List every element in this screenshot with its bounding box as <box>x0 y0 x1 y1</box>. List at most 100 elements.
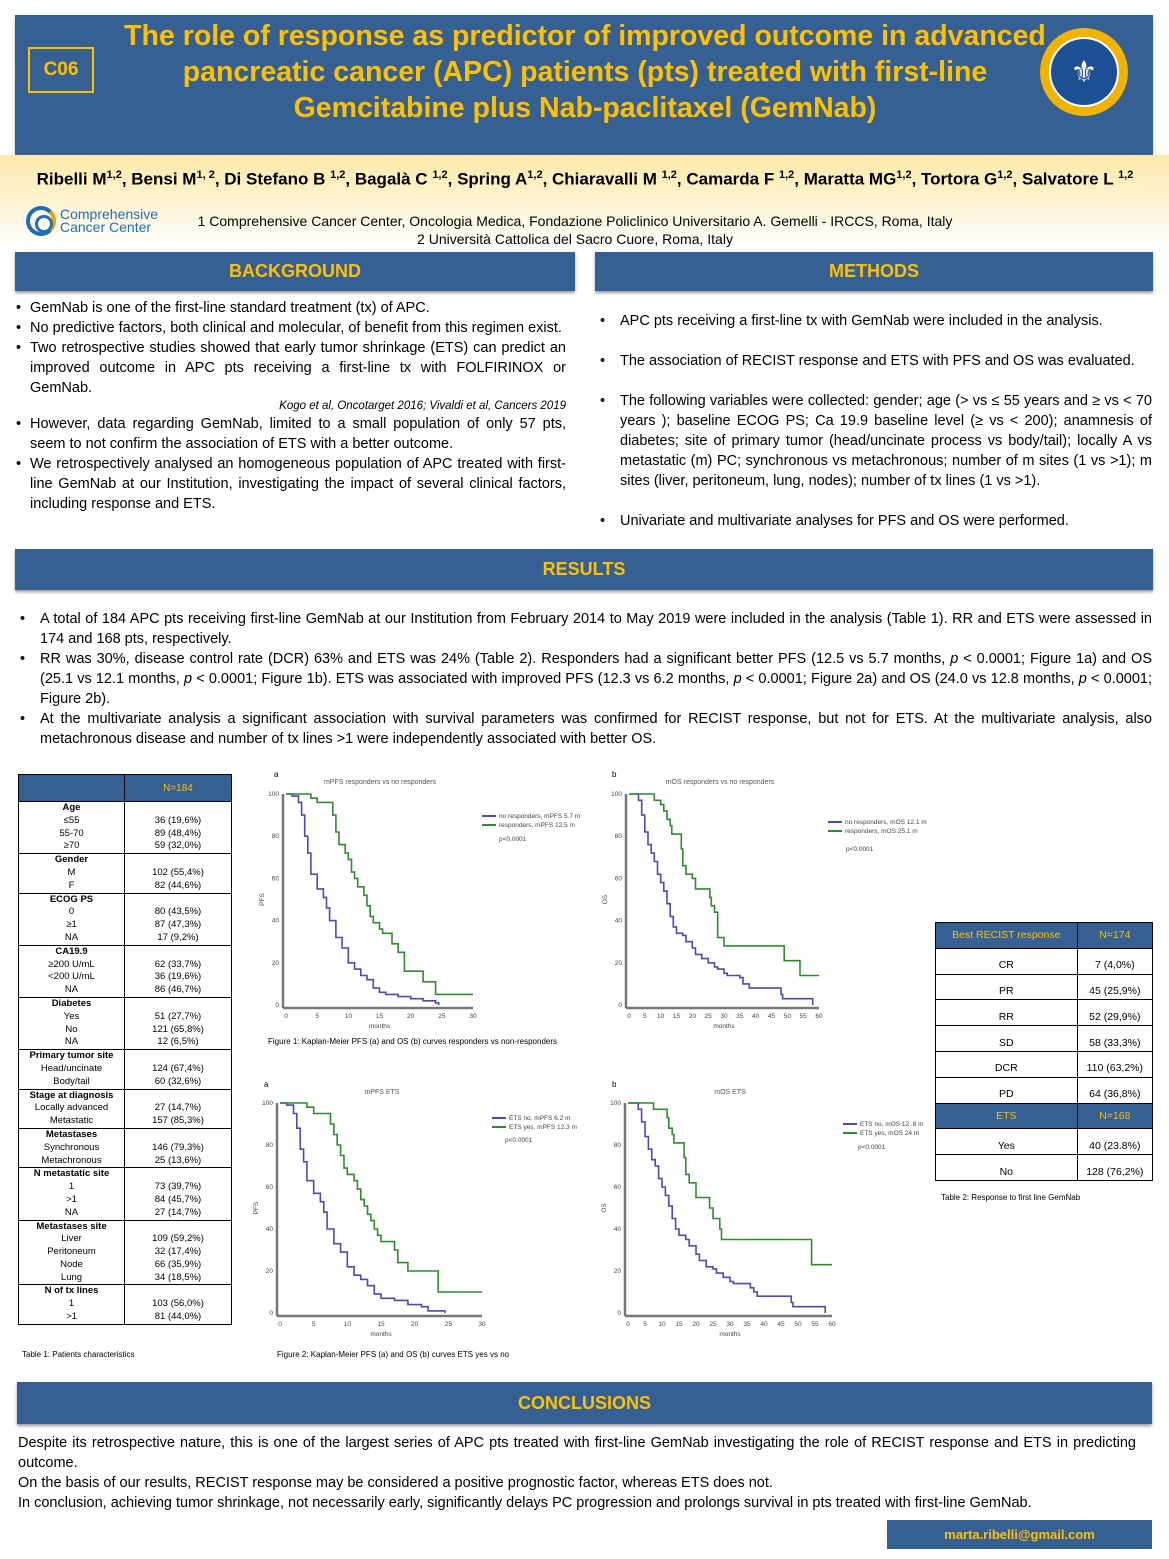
table-row: <200 U/mL 36 (19,6%) <box>18 971 232 985</box>
group-value <box>124 1088 232 1103</box>
x-tick-label: 35 <box>743 1321 751 1328</box>
panel-label: b <box>612 770 617 779</box>
table-row: ≥1 87 (47,3%) <box>18 919 232 932</box>
table-header-row: Best RECIST response N=174 <box>935 922 1154 949</box>
methods-list: APC pts receiving a first-line tx with G… <box>600 311 1152 551</box>
table-row: M 102 (55,4%) <box>18 866 232 880</box>
conclusion-line: Despite its retrospective nature, this i… <box>18 1435 1136 1471</box>
row-value: 157 (85,3%) <box>124 1115 232 1129</box>
chart-legend: no responders, mPFS 5.7 m responders, mPF… <box>482 812 580 830</box>
results-text-segment: p <box>733 671 742 687</box>
contact-email-link[interactable]: marta.ribelli@gmail.com <box>887 1520 1152 1549</box>
y-tick-label: 40 <box>266 1226 274 1233</box>
author-affiliation-index: 1, 2 <box>196 169 215 181</box>
table-row: PR 45 (25,9%) <box>935 973 1154 1001</box>
x-tick-label: 60 <box>815 1013 823 1020</box>
results-text-segment: < 0.0001; Figure 2b). <box>40 671 1153 707</box>
row-label: Lung <box>18 1271 125 1285</box>
row-label: No <box>18 1023 125 1037</box>
row-label: Liver <box>18 1233 125 1247</box>
x-tick-label: 10 <box>345 1013 353 1020</box>
y-tick-label: 100 <box>611 791 622 798</box>
table-row: 1 73 (39,7%) <box>18 1181 232 1194</box>
p-value-label: p<0.0001 <box>505 1137 533 1144</box>
results-bullet: A total of 184 APC pts receiving first-l… <box>20 609 1152 649</box>
row-label: 0 <box>18 906 125 920</box>
x-axis-label: months <box>719 1331 741 1338</box>
figure-1-caption: Figure 1: Kaplan-Meier PFS (a) and OS (b… <box>268 1037 558 1046</box>
row-label: Head/uncinate <box>18 1062 125 1076</box>
group-value <box>124 1127 232 1142</box>
y-axis-label: PFS <box>253 1201 260 1214</box>
group-value <box>124 1167 232 1182</box>
author-name: Chiaravalli M <box>552 169 662 189</box>
table-header-row: N=184 <box>18 774 232 802</box>
row-label: ≤55 <box>18 814 125 828</box>
background-bullet: However, data regarding GemNab, limited … <box>16 414 566 454</box>
x-tick-label: 0 <box>284 1013 288 1020</box>
row-value: 121 (65,8%) <box>124 1023 232 1037</box>
y-tick-label: 80 <box>272 833 280 840</box>
author-affiliation-index: 1,2 <box>1118 169 1134 181</box>
row-value: 17 (9,2%) <box>124 931 232 946</box>
row-value: 36 (19,6%) <box>124 814 232 828</box>
y-tick-label: 0 <box>618 1002 622 1009</box>
row-label: >1 <box>18 1193 125 1207</box>
x-tick-label: 10 <box>658 1321 666 1328</box>
legend-label: ETS no, mOS 12 .8 m <box>860 1121 924 1128</box>
y-tick-label: 20 <box>272 960 280 967</box>
results-text-segment: < 0.0001; Figure 2a) and OS (24.0 vs 12.… <box>741 671 1079 687</box>
legend-entry: ETS no, mOS 12 .8 m <box>843 1120 924 1129</box>
group-value <box>124 1219 232 1234</box>
x-tick-label: 20 <box>411 1321 419 1328</box>
author-affiliation-index: 1,2 <box>778 169 795 181</box>
x-tick-label: 40 <box>752 1013 760 1020</box>
y-tick-label: 20 <box>266 1268 274 1275</box>
y-tick-label: 0 <box>269 1310 273 1317</box>
x-tick-label: 5 <box>315 1013 319 1020</box>
row-label: F <box>18 879 125 894</box>
responders-survival-curve <box>628 1102 832 1266</box>
logo-line-1: Comprehensive <box>60 206 159 222</box>
legend-label: ETS yes, mPFS 12.3 m <box>509 1124 577 1131</box>
p-value-label: p<0.0001 <box>499 836 527 843</box>
row-value: 84 (45,7%) <box>124 1193 232 1207</box>
results-text-segment: p <box>1078 671 1087 687</box>
table-row: No 128 (76,2%) <box>935 1154 1154 1181</box>
y-tick-label: 80 <box>266 1142 274 1149</box>
group-value <box>124 1049 232 1063</box>
table-row: Lung 34 (18,5%) <box>18 1271 232 1285</box>
row-value: 32 (17,4%) <box>124 1246 232 1259</box>
author-affiliation-index: 1,2 <box>896 169 912 181</box>
x-tick-label: 45 <box>777 1321 785 1328</box>
legend-entry: no responders, mPFS 5.7 m <box>482 812 580 821</box>
x-tick-label: 35 <box>736 1013 744 1020</box>
row-value: 66 (35,9%) <box>124 1258 232 1272</box>
x-tick-label: 30 <box>478 1321 486 1328</box>
table-row: Peritoneum 32 (17,4%) <box>18 1246 232 1259</box>
x-tick-label: 25 <box>705 1013 713 1020</box>
legend-entry: no responders, mOS 12.1 m <box>828 818 927 827</box>
author-affiliation-index: 1,2 <box>527 169 543 181</box>
x-tick-label: 30 <box>726 1321 734 1328</box>
legend-swatch <box>843 1123 857 1126</box>
legend-entry: responders, mPFS 12.5 m <box>482 821 580 830</box>
figure-1b-os-responders: 0 20 40 60 80 100 0 5 10 15 20 25 30 35 40 45 50 55 60 mont… <box>600 770 930 1040</box>
x-tick-label: 50 <box>794 1321 802 1328</box>
author-affiliation-index: 1,2 <box>432 169 448 181</box>
row-value: 58 (33,3%) <box>1076 1025 1154 1052</box>
figure-1a-pfs-responders: 0 20 40 60 80 100 0 5 10 15 20 25 30 months PFS a mPFS r… <box>259 770 592 1040</box>
y-tick-label: 100 <box>262 1100 273 1107</box>
row-value: 7 (4,0%) <box>1076 947 1154 975</box>
methods-bullet: APC pts receiving a first-line tx with G… <box>600 311 1152 331</box>
table-row: Yes 51 (27,7%) <box>18 1010 232 1024</box>
x-axis-label: months <box>369 1023 391 1030</box>
group-value <box>124 996 232 1011</box>
table-row: Liver 109 (59,2%) <box>18 1233 232 1247</box>
group-label: Metastases <box>18 1127 125 1142</box>
y-tick-label: 40 <box>272 918 280 925</box>
table-row: No 121 (65,8%) <box>18 1023 232 1037</box>
results-heading: RESULTS <box>15 549 1153 590</box>
row-value: 51 (27,7%) <box>124 1010 232 1024</box>
author-affiliation-index: 1,2 <box>106 169 122 181</box>
